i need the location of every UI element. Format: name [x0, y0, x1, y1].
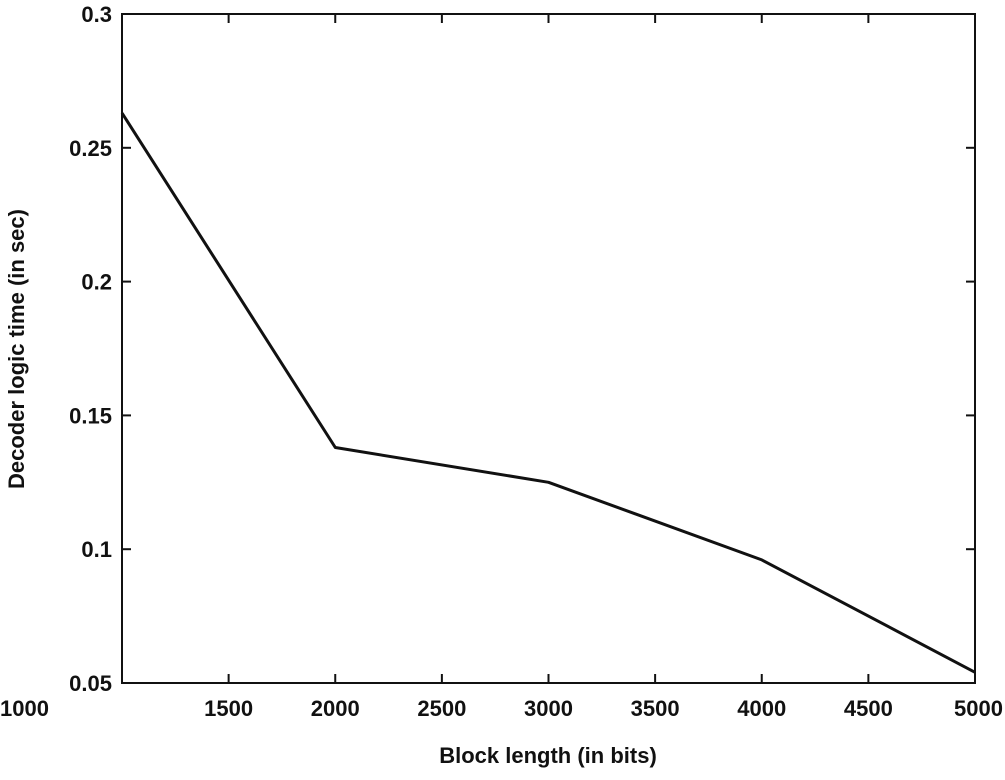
x-tick-label: 5000	[954, 696, 1003, 721]
x-tick-label: 2500	[417, 696, 466, 721]
x-axis-label: Block length (in bits)	[439, 743, 657, 768]
x-tick-label: 3000	[524, 696, 573, 721]
x-tick-label: 1000	[0, 696, 49, 721]
plot-area	[122, 14, 975, 683]
x-tick-label: 2000	[311, 696, 360, 721]
plot-frame	[121, 13, 976, 684]
y-axis-label: Decoder logic time (in sec)	[4, 209, 29, 489]
axis-tick-labels: 1000 1500 2000 2500 3000 3500 4000 4500 5000 0.05…	[0, 2, 1003, 721]
y-tick-label: 0.05	[69, 671, 112, 696]
y-tick-label: 0.3	[81, 2, 112, 27]
y-tick-label: 0.2	[81, 270, 112, 295]
x-tick-label: 1500	[204, 696, 253, 721]
y-tick-label: 0.15	[69, 403, 112, 428]
y-tick-label: 0.1	[81, 537, 112, 562]
series-line	[120, 112, 976, 674]
x-tick-label: 3500	[631, 696, 680, 721]
y-tick-label: 0.25	[69, 136, 112, 161]
x-tick-label: 4000	[737, 696, 786, 721]
x-tick-label: 4500	[844, 696, 893, 721]
